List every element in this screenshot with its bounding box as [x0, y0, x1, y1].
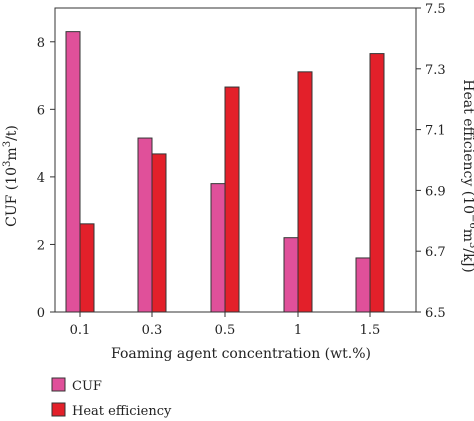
y-right-axis-title: Heat efficiency (10−6m3/kJ): [460, 79, 474, 272]
y-left-tick-label: 2: [37, 238, 45, 253]
x-tick-label: 0.1: [70, 323, 91, 338]
y-right-tick-label: 7.3: [425, 63, 446, 78]
axes: 0.1 0.3 0.5 1 1.5 0 2 4 6 8 6.5 6.7 6.9 7.1 7.3 7.5: [37, 2, 446, 338]
bar-cuf-1: [283, 237, 299, 313]
legend-label-cuf: CUF: [72, 379, 102, 394]
y-right-tick-label: 7.1: [425, 124, 446, 139]
bar-cuf-0_5: [210, 183, 226, 313]
legend: CUF Heat efficiency: [51, 377, 172, 419]
y-left-tick-label: 6: [37, 103, 45, 118]
bar-heat-efficiency-1: [297, 71, 313, 313]
y-left-axis-title: CUF (103m3/t): [2, 125, 20, 227]
plot-frame: [54, 7, 417, 313]
y-left-tick-label: 8: [37, 36, 45, 51]
legend-swatch-cuf: [51, 377, 66, 392]
y-right-tick-label: 6.5: [425, 306, 446, 321]
bar-cuf-0_1: [65, 31, 81, 313]
bar-cuf-0_3: [137, 137, 153, 313]
bar-heat-efficiency-0_1: [79, 223, 95, 313]
y-left-tick-label: 0: [37, 306, 45, 321]
y-left-tick-label: 4: [37, 171, 45, 186]
y-right-tick-label: 6.7: [425, 245, 446, 260]
x-tick-label: 0.3: [142, 323, 163, 338]
x-tick-label: 1.5: [360, 323, 381, 338]
bar-heat-efficiency-0_5: [224, 86, 240, 313]
y-right-tick-label: 7.5: [425, 2, 446, 17]
bar-heat-efficiency-0_3: [151, 153, 167, 313]
legend-swatch-heat-efficiency: [51, 402, 66, 417]
plot-area: [65, 31, 385, 313]
y-right-tick-label: 6.9: [425, 184, 446, 199]
x-tick-label: 0.5: [215, 323, 236, 338]
legend-label-heat-efficiency: Heat efficiency: [72, 404, 172, 419]
bar-cuf-1_5: [355, 257, 371, 313]
x-tick-label: 1: [294, 323, 302, 338]
bar-heat-efficiency-1_5: [369, 53, 385, 313]
x-axis-title: Foaming agent concentration (wt.%): [111, 346, 371, 362]
